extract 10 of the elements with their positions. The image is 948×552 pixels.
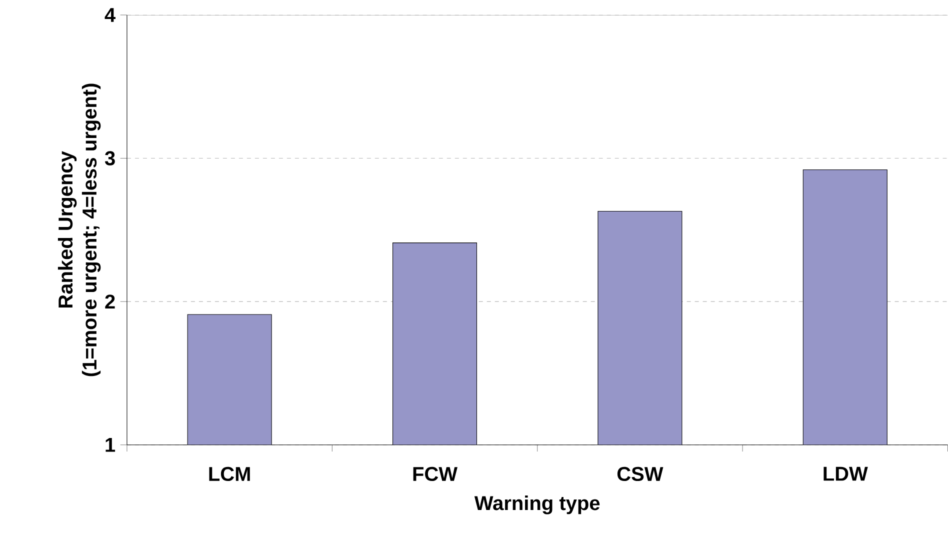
y-tick-label: 2 xyxy=(105,294,115,309)
y-tick-label: 4 xyxy=(104,8,116,22)
y-tick-label: 3 xyxy=(104,151,115,166)
x-tick-label: CSW xyxy=(617,466,664,482)
x-tick-label: FCW xyxy=(413,466,458,482)
x-tick-label: LCM xyxy=(209,466,250,482)
y-axis-title: Ranked Urgency (1=more urgent; 4=less urgent) xyxy=(58,84,101,376)
x-axis-title: Warning type xyxy=(474,496,600,514)
x-tick-label: LDW xyxy=(824,466,868,481)
y-tick-label: 1 xyxy=(106,438,116,452)
